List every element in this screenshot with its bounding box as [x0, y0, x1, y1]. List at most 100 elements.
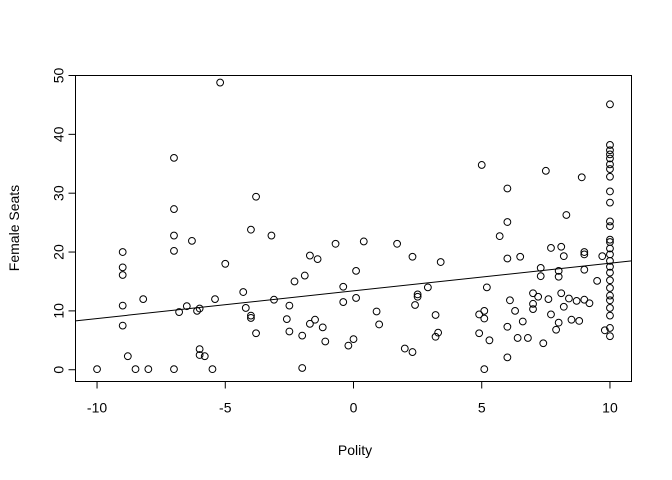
data-point	[606, 150, 614, 159]
data-point	[503, 322, 512, 331]
y-tick-label: 0	[51, 366, 67, 374]
data-point	[606, 160, 614, 169]
y-tick-label: 40	[51, 126, 67, 142]
data-point	[606, 256, 614, 265]
data-point	[475, 310, 484, 319]
data-point	[431, 332, 440, 341]
data-point	[477, 161, 486, 169]
data-point	[554, 266, 563, 275]
data-point	[423, 283, 432, 292]
data-point	[123, 352, 132, 361]
data-point	[239, 288, 248, 296]
x-axis-label: Polity	[338, 442, 372, 458]
data-point	[547, 310, 555, 319]
data-point	[565, 294, 573, 303]
data-point	[170, 153, 178, 162]
data-point	[554, 272, 563, 281]
data-point	[221, 259, 230, 268]
data-point	[606, 165, 614, 173]
data-point	[606, 222, 614, 231]
data-point	[195, 351, 204, 359]
data-point	[290, 277, 299, 286]
y-tick-label: 50	[51, 68, 67, 84]
data-point	[598, 252, 607, 261]
data-point	[606, 324, 614, 332]
data-point	[480, 365, 489, 374]
data-point	[298, 331, 307, 340]
data-point	[400, 344, 409, 353]
data-point	[393, 239, 401, 248]
data-point	[557, 242, 566, 251]
y-tick-label: 20	[51, 244, 67, 260]
data-point	[375, 320, 384, 329]
data-point	[552, 325, 561, 334]
data-point	[606, 141, 614, 149]
data-point	[529, 305, 537, 314]
data-point	[285, 327, 294, 336]
data-point	[247, 225, 255, 234]
data-point	[523, 334, 532, 342]
data-point	[144, 365, 153, 374]
data-point	[300, 271, 309, 280]
data-point	[413, 290, 422, 299]
data-point	[313, 255, 322, 264]
data-point	[480, 306, 489, 315]
data-point	[93, 365, 101, 374]
data-point	[247, 311, 255, 320]
data-point	[431, 311, 440, 319]
data-point	[600, 326, 609, 335]
x-tick-label: 10	[602, 400, 618, 416]
y-tick-label: 30	[51, 185, 67, 201]
y-axis: 0 10 20 30 40 50	[51, 68, 76, 374]
data-point	[539, 339, 548, 348]
data-point	[557, 289, 566, 298]
data-point	[536, 272, 545, 281]
data-point	[208, 365, 217, 374]
data-point	[298, 364, 307, 372]
data-point	[559, 252, 568, 261]
x-tick-label: 0	[350, 400, 358, 416]
data-point	[606, 187, 614, 196]
data-point	[575, 316, 584, 325]
data-point	[252, 192, 260, 201]
data-point	[408, 252, 417, 261]
data-point	[606, 198, 614, 207]
data-point	[344, 341, 353, 350]
data-point	[352, 266, 360, 275]
data-point	[195, 345, 204, 354]
data-point	[352, 294, 360, 302]
y-axis-label: Female Seats	[6, 185, 22, 271]
data-point	[547, 244, 555, 252]
data-point	[118, 271, 127, 279]
data-point	[480, 314, 489, 323]
data-point	[170, 231, 178, 240]
data-point	[170, 246, 178, 255]
data-point	[511, 306, 519, 315]
data-point	[606, 332, 614, 341]
data-point	[267, 231, 276, 240]
data-point	[541, 166, 550, 175]
data-point	[139, 295, 148, 304]
data-point	[567, 315, 576, 324]
data-point	[131, 365, 140, 374]
data-point	[503, 254, 512, 263]
data-point	[606, 276, 614, 285]
data-point	[580, 265, 589, 274]
data-point	[513, 334, 522, 342]
data-point	[170, 365, 178, 374]
data-point	[536, 264, 545, 272]
data-point	[411, 301, 419, 309]
data-point	[544, 295, 553, 304]
y-tick-label: 10	[51, 303, 67, 319]
data-point	[216, 78, 225, 87]
data-point	[534, 292, 543, 301]
data-point	[577, 173, 586, 182]
data-point	[580, 250, 589, 259]
data-point	[518, 317, 527, 326]
data-point	[593, 276, 602, 285]
data-point	[482, 283, 491, 292]
data-point	[495, 232, 504, 241]
data-point	[195, 304, 204, 313]
data-point	[503, 353, 512, 362]
